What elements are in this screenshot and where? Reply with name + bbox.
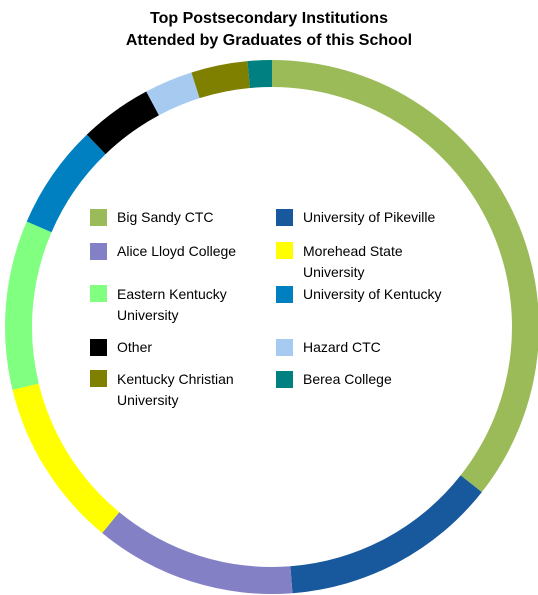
slice-alice-lloyd-college bbox=[102, 512, 293, 594]
chart-title-line-1: Top Postsecondary Institutions bbox=[150, 10, 388, 27]
slice-berea-college bbox=[247, 60, 272, 89]
slice-university-of-pikeville bbox=[290, 475, 482, 594]
slice-big-sandy-ctc bbox=[272, 60, 538, 493]
slice-morehead-state-university bbox=[12, 383, 120, 533]
slice-other bbox=[86, 91, 159, 155]
slice-kentucky-christian-university bbox=[191, 61, 250, 99]
slice-university-of-kentucky bbox=[26, 134, 106, 233]
slice-hazard-ctc bbox=[146, 72, 200, 116]
chart-title: Top Postsecondary Institutions Attended … bbox=[0, 8, 538, 52]
chart-title-line-2: Attended by Graduates of this School bbox=[125, 32, 413, 49]
slice-eastern-kentucky-university bbox=[5, 221, 52, 390]
